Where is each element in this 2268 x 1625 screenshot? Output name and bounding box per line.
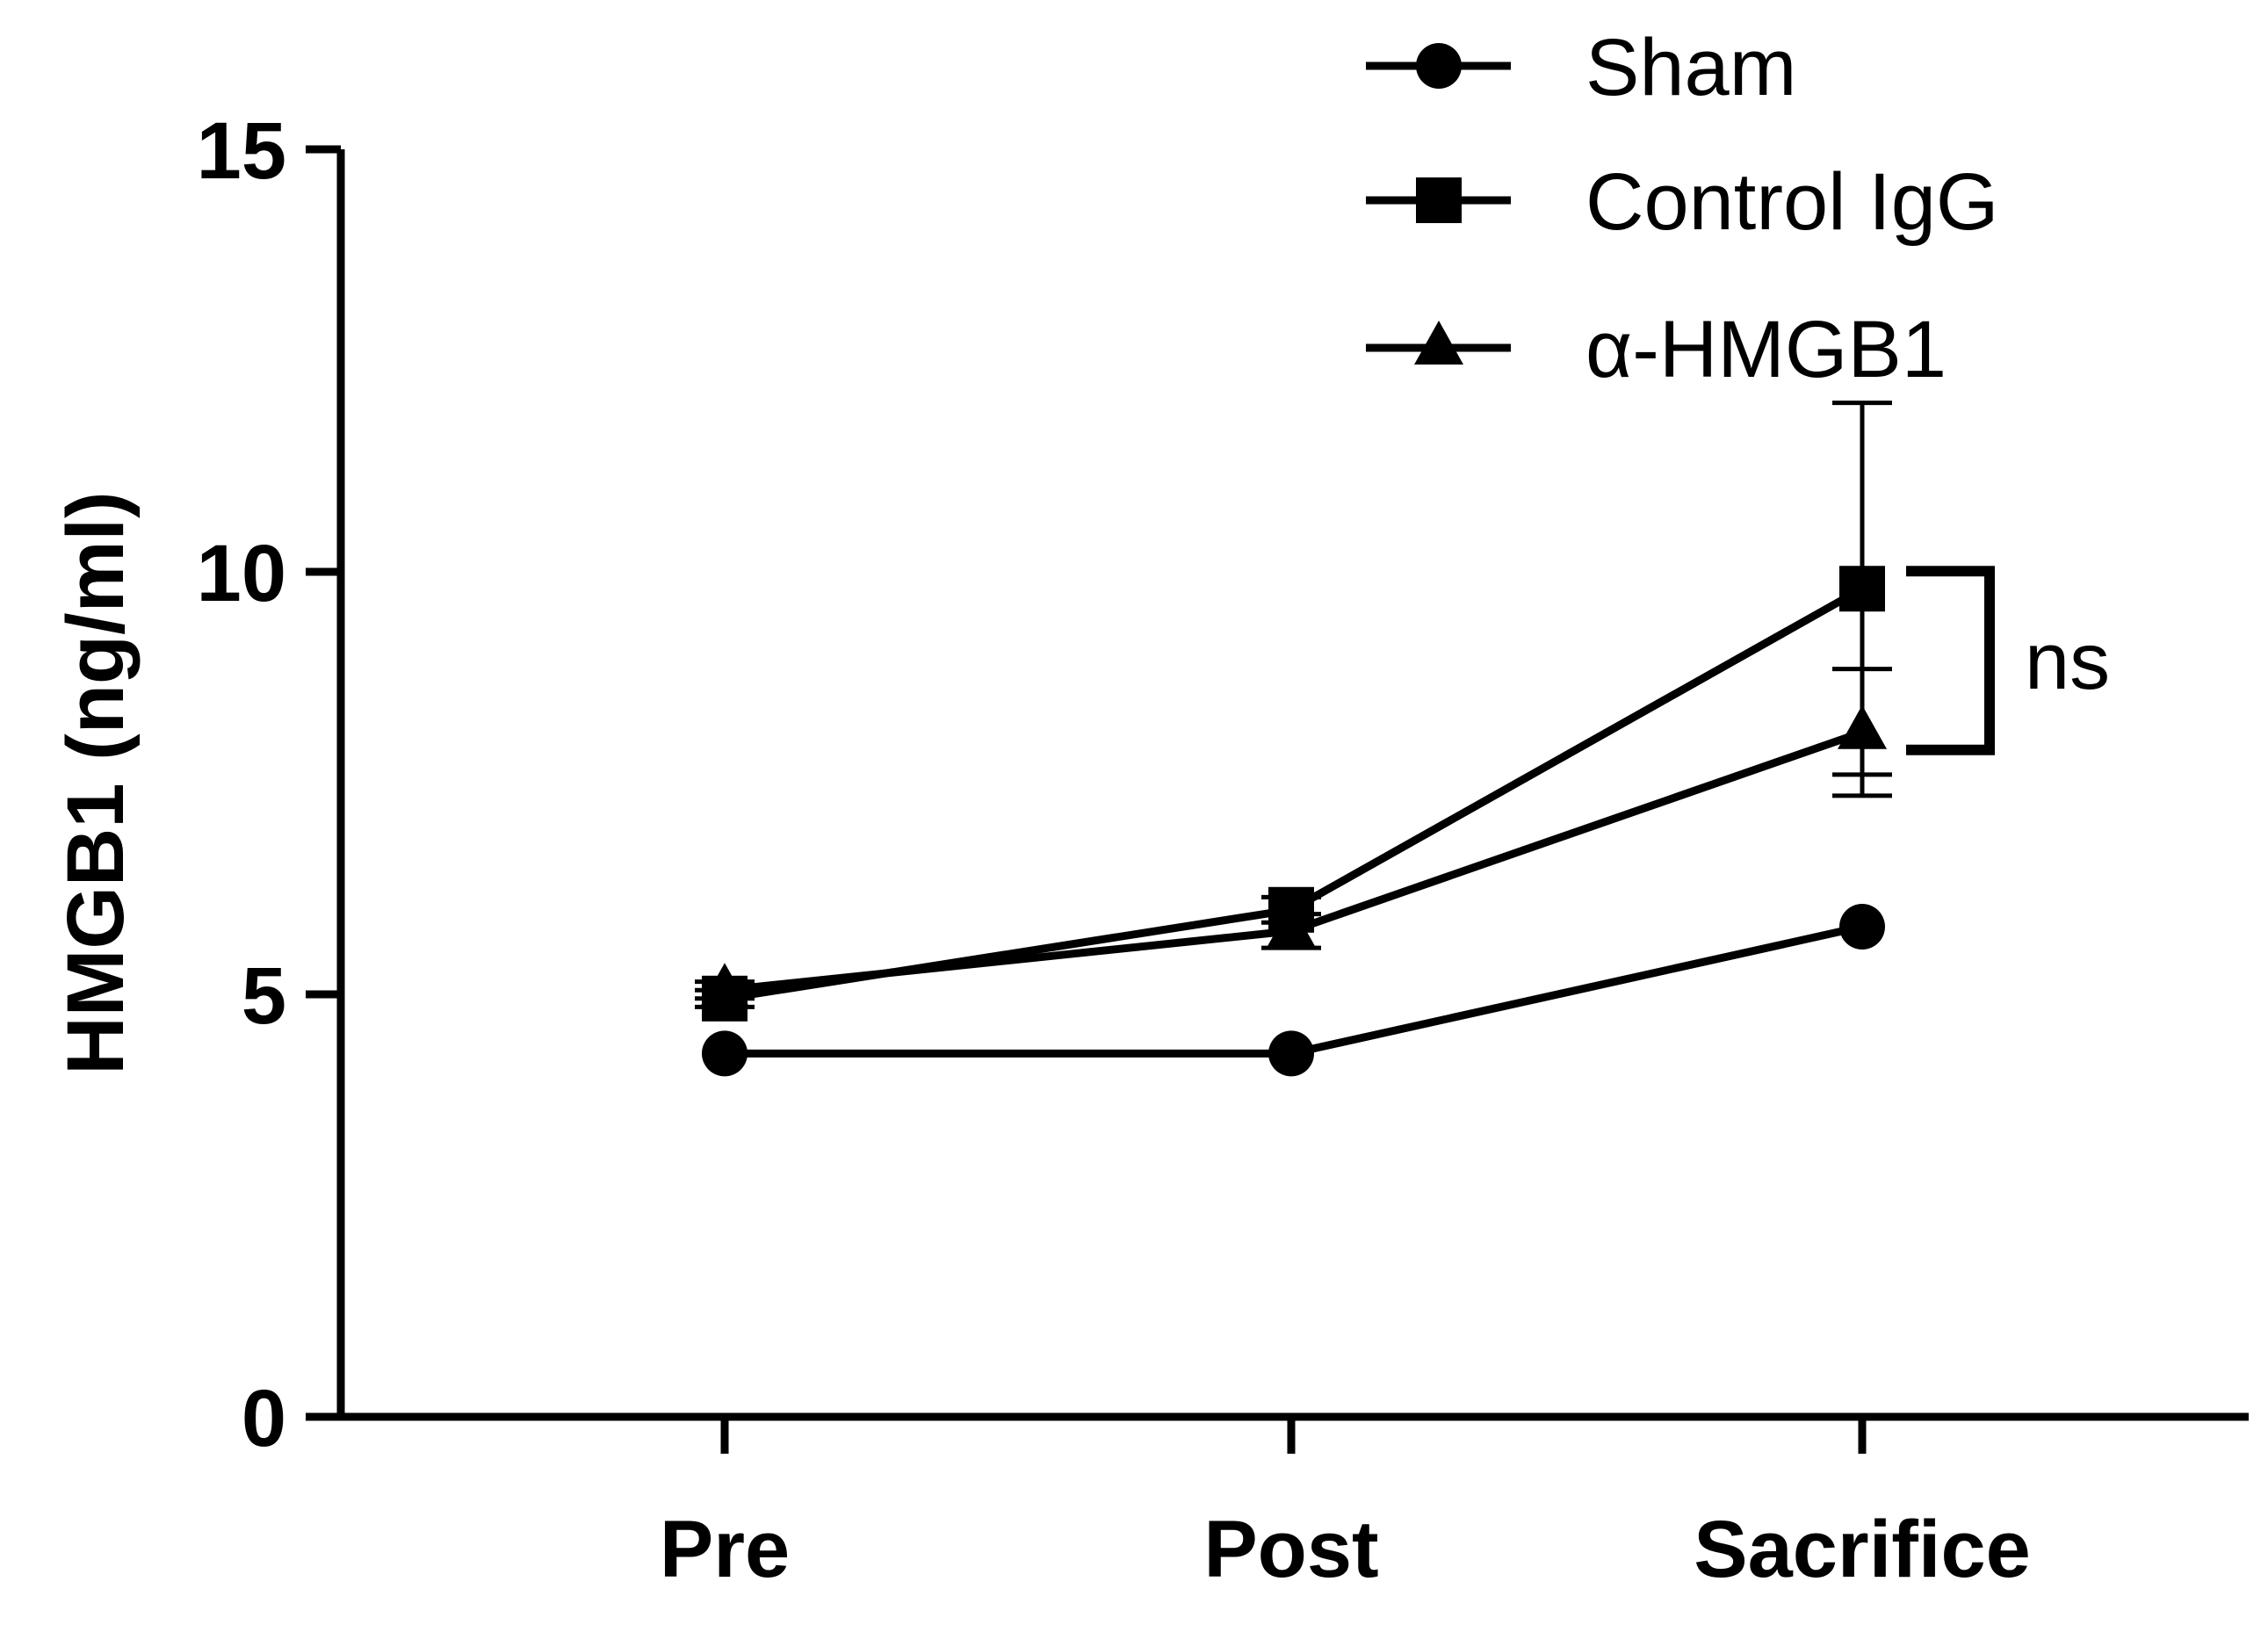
point-hmgb1-pre <box>700 963 749 1008</box>
point-control-igg-sacrifice <box>1839 566 1885 612</box>
bracket-line <box>1906 566 1995 755</box>
y-axis-title: HMGB1 (ng/ml) <box>51 491 141 1074</box>
legend-item-control-igg: Control IgG <box>1366 157 1998 247</box>
legend-item-sham: Sham <box>1366 23 1796 112</box>
point-sham-post <box>1268 1030 1314 1077</box>
point-hmgb1-post <box>1267 903 1316 948</box>
y-axis-ticks: 0 5 10 15 <box>197 106 341 1463</box>
legend-label-hmgb1: α-HMGB1 <box>1585 305 1947 394</box>
point-sham-sacrifice <box>1839 904 1885 950</box>
legend: Sham Control IgG α-HMGB1 <box>1366 23 1998 394</box>
significance-label: ns <box>2025 617 2110 706</box>
legend-marker-control-igg <box>1416 177 1462 223</box>
y-tick-label-5: 5 <box>242 951 286 1041</box>
x-tick-label-sacrifice: Sacrifice <box>1694 1505 2031 1594</box>
y-tick-label-10: 10 <box>197 529 286 618</box>
axes <box>336 149 2249 1421</box>
point-sham-pre <box>702 1030 748 1077</box>
series-hmgb1 <box>695 667 1892 1008</box>
annotation-layer: ns <box>1906 566 2110 755</box>
legend-marker-sham <box>1416 43 1462 89</box>
legend-item-hmgb1: α-HMGB1 <box>1366 305 1947 394</box>
significance-bracket: ns <box>1906 566 2110 755</box>
x-tick-label-post: Post <box>1203 1505 1378 1594</box>
legend-label-control-igg: Control IgG <box>1585 157 1998 247</box>
series-sham <box>702 904 1885 1077</box>
y-tick-label-0: 0 <box>242 1374 286 1463</box>
series-line-hmgb1 <box>724 728 1864 994</box>
point-hmgb1-sacrifice <box>1838 704 1887 749</box>
x-axis-ticks: Pre Post Sacrifice <box>660 1417 2031 1594</box>
legend-marker-hmgb1 <box>1414 321 1463 365</box>
y-axis-title-group: HMGB1 (ng/ml) <box>51 491 141 1074</box>
series-layer <box>695 401 1892 1077</box>
x-tick-label-pre: Pre <box>660 1505 790 1594</box>
legend-label-sham: Sham <box>1585 23 1796 112</box>
y-tick-label-15: 15 <box>197 106 286 196</box>
